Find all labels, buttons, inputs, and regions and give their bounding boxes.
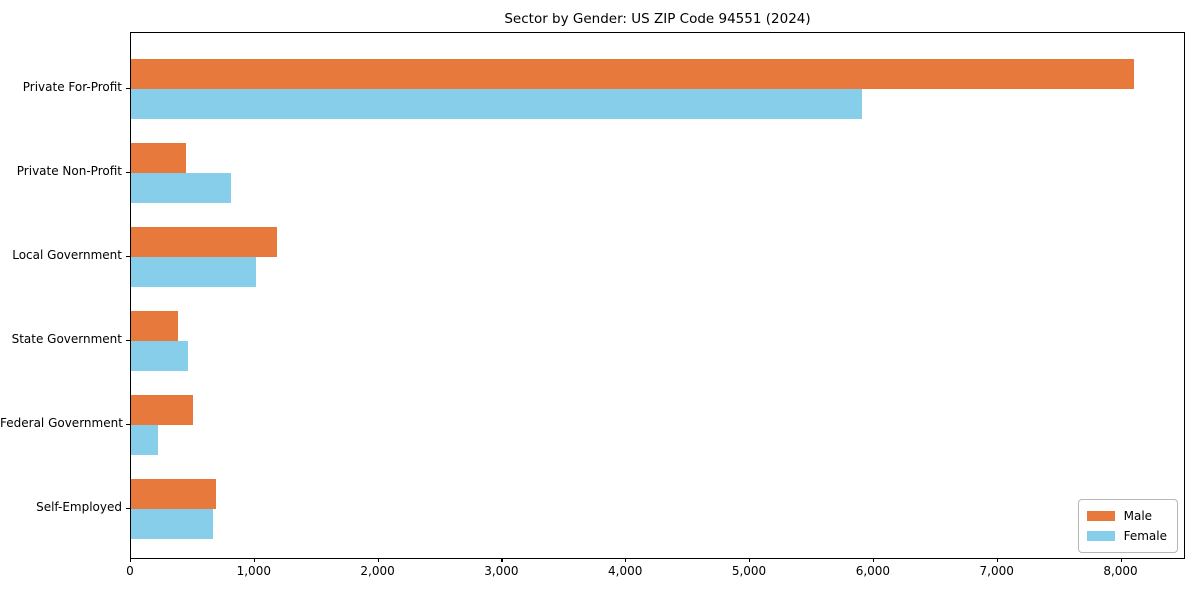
bar-female-federal-government xyxy=(131,425,159,455)
legend-label-female: Female xyxy=(1123,529,1167,543)
x-tick-label-2000: 2,000 xyxy=(360,564,395,578)
x-tick-label-7000: 7,000 xyxy=(979,564,1014,578)
x-tick-mark xyxy=(130,558,132,562)
bar-female-private-for-profit xyxy=(131,89,862,119)
x-tick-label-0: 0 xyxy=(126,564,134,578)
x-tick-mark xyxy=(872,558,875,562)
bar-female-private-non-profit xyxy=(131,173,232,203)
x-tick-mark xyxy=(625,558,627,562)
bar-female-self-employed xyxy=(131,509,214,539)
x-tick-mark xyxy=(749,558,751,562)
x-tick-label-8000: 8,000 xyxy=(1103,564,1138,578)
y-tick-label-state-government: State Government xyxy=(11,332,122,346)
x-tick-label-5000: 5,000 xyxy=(731,564,767,578)
x-tick-label-4000: 4,000 xyxy=(608,564,643,578)
x-tick-mark xyxy=(253,558,255,562)
y-tick-label-local-government: Local Government xyxy=(12,248,122,262)
x-tick-label-6000: 6,000 xyxy=(855,564,891,578)
legend: Male Female xyxy=(1077,499,1178,553)
x-tick-mark xyxy=(996,558,998,562)
x-tick-mark xyxy=(1120,558,1122,562)
legend-swatch-male xyxy=(1086,511,1115,521)
x-tick-label-3000: 3,000 xyxy=(484,564,519,578)
y-tick-label-private-for-profit: Private For-Profit xyxy=(22,80,122,94)
legend-swatch-female xyxy=(1086,531,1115,541)
x-tick-mark xyxy=(501,558,503,562)
bar-female-state-government xyxy=(131,341,188,371)
y-tick-mark xyxy=(126,256,130,258)
bar-male-federal-government xyxy=(131,395,193,425)
bar-male-self-employed xyxy=(131,479,217,509)
bar-female-local-government xyxy=(131,257,256,287)
y-tick-label-federal-government: Federal Government xyxy=(0,416,123,430)
x-tick-mark xyxy=(377,558,379,562)
y-tick-label-self-employed: Self-Employed xyxy=(36,500,122,514)
plot-area: Male Female xyxy=(130,32,1185,559)
y-tick-mark xyxy=(126,508,130,510)
y-tick-label-private-non-profit: Private Non-Profit xyxy=(16,164,122,178)
bar-male-private-non-profit xyxy=(131,143,186,173)
bar-male-state-government xyxy=(131,311,178,341)
legend-entry-female: Female xyxy=(1086,526,1167,546)
y-tick-mark xyxy=(126,424,130,426)
legend-label-male: Male xyxy=(1123,509,1153,523)
x-tick-label-1000: 1,000 xyxy=(236,564,271,578)
y-tick-mark xyxy=(126,172,130,174)
bar-male-local-government xyxy=(131,227,278,257)
legend-entry-male: Male xyxy=(1086,506,1167,526)
chart-title: Sector by Gender: US ZIP Code 94551 (202… xyxy=(504,11,811,27)
bar-male-private-for-profit xyxy=(131,59,1134,89)
y-tick-mark xyxy=(126,88,130,90)
y-tick-mark xyxy=(126,340,130,342)
